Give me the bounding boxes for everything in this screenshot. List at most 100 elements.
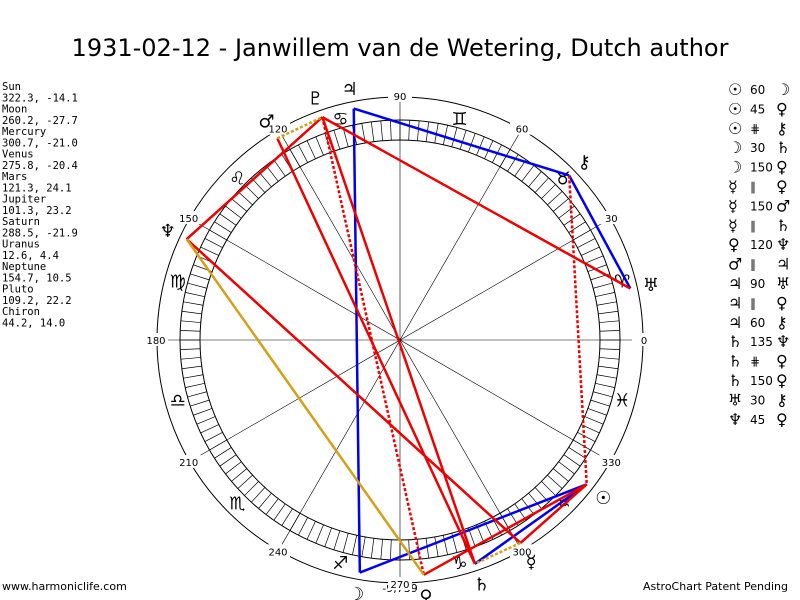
ring-tick	[593, 391, 613, 398]
aspect-line	[185, 238, 522, 544]
zodiac-sign: ♊	[451, 109, 467, 130]
label-bg	[599, 211, 624, 224]
ring-tick	[237, 191, 253, 206]
ring-tick	[476, 136, 485, 156]
planet-name: Mars	[2, 171, 27, 183]
label-bg	[632, 333, 656, 346]
planet-name: Jupiter	[2, 194, 46, 206]
ring-tick	[204, 432, 223, 442]
ring-tick	[370, 538, 375, 559]
planet-position: 288.5, -21.9	[2, 228, 78, 240]
aspect-line	[423, 483, 588, 576]
ring-tick	[219, 454, 237, 467]
degree-label: 180	[146, 336, 165, 347]
ring-tick	[209, 229, 227, 241]
ring-tick	[306, 140, 316, 159]
footer-left: www.harmoniclife.com	[2, 580, 127, 593]
aspect-to: ♄	[776, 216, 790, 235]
planet-glyph: ♀	[419, 587, 432, 600]
ring-tick	[577, 432, 596, 442]
degree-label: 270	[390, 580, 409, 591]
planet-glyph: ♃	[342, 79, 358, 100]
ring-tick	[214, 221, 232, 233]
ring-tick	[563, 454, 581, 467]
label-bg	[599, 455, 624, 468]
aspect-line	[352, 108, 362, 573]
aspect-to: ♀	[776, 177, 788, 196]
aspect-type: 135	[750, 335, 773, 349]
planet-glyph: ♆	[160, 221, 176, 242]
aspect-type: 60	[750, 316, 765, 330]
ring-tick	[200, 424, 219, 434]
planet-position: 109.2, 22.2	[2, 295, 72, 307]
aspect-to: ♀	[776, 293, 788, 312]
aspect-line	[519, 483, 588, 544]
aspect-line	[474, 483, 588, 565]
degree-label: 330	[602, 458, 621, 469]
label-bg	[176, 211, 201, 224]
ring-tick	[289, 149, 301, 167]
spoke	[189, 218, 611, 462]
aspect-type: ∥	[750, 219, 756, 233]
label-bg	[388, 89, 412, 102]
label-bg	[510, 121, 534, 135]
ring-tick	[468, 133, 476, 153]
ring-tick	[521, 165, 535, 182]
ring-tick	[187, 282, 207, 289]
aspect-type: ⋕	[750, 122, 760, 136]
degree-label: 150	[179, 214, 198, 225]
ring-tick	[598, 310, 619, 315]
aspect-to: ♀	[776, 410, 788, 429]
planet-position: 12.6, 4.4	[2, 250, 59, 262]
ring-tick	[183, 301, 204, 306]
planet-glyph: ☽	[348, 584, 364, 600]
ring-tick	[244, 481, 259, 496]
ring-tick	[214, 447, 232, 459]
ring-tick	[180, 330, 201, 332]
aspect-from: ♅	[728, 390, 742, 409]
aspect-line	[321, 116, 477, 565]
aspect-from: ♀	[728, 235, 740, 254]
aspect-from: ☉	[728, 99, 742, 118]
planet-position: 260.2, -27.7	[2, 115, 78, 127]
ring-tick	[196, 416, 216, 425]
aspect-to: ☽	[776, 80, 790, 99]
planet-name: Venus	[2, 149, 34, 161]
ring-tick	[599, 348, 620, 350]
aspect-from: ♃	[728, 293, 742, 312]
aspect-to: ⚷	[776, 119, 788, 138]
aspect-to: ♀	[776, 158, 788, 177]
degree-label: 90	[394, 92, 407, 103]
aspect-type: 150	[750, 374, 773, 388]
planet-name: Neptune	[2, 261, 46, 273]
ring-tick	[204, 238, 223, 248]
aspect-from: ♄	[728, 332, 742, 351]
aspect-type: ∥	[750, 180, 756, 194]
ring-tick	[306, 521, 316, 540]
ring-tick	[596, 301, 617, 306]
label-bg	[266, 544, 290, 558]
degree-label: 300	[512, 547, 531, 558]
zodiac-sign: ♎	[170, 391, 186, 412]
ring-tick	[417, 120, 420, 141]
aspect-line	[321, 116, 426, 576]
ring-tick	[434, 536, 439, 557]
ring-tick	[190, 399, 210, 407]
ring-tick	[563, 213, 581, 226]
planet-position: 44.2, 14.0	[2, 318, 65, 330]
ring-tick	[552, 198, 569, 212]
ring-tick	[187, 391, 207, 398]
title: 1931-02-12 - Janwillem van de Wetering, …	[72, 34, 729, 62]
aspect-line	[568, 174, 632, 290]
aspect-from: ☉	[728, 119, 742, 138]
planet-glyph: ☿	[526, 552, 537, 573]
planet-name: Pluto	[2, 284, 34, 296]
ring-tick	[298, 517, 308, 536]
ring-tick	[361, 536, 366, 557]
ring-tick	[442, 125, 448, 145]
aspect-type: 120	[750, 238, 773, 252]
ring-tick	[251, 487, 266, 503]
ring-tick	[390, 120, 392, 141]
aspect-type: 90	[750, 277, 765, 291]
planet-position: 101.3, 23.2	[2, 205, 72, 217]
